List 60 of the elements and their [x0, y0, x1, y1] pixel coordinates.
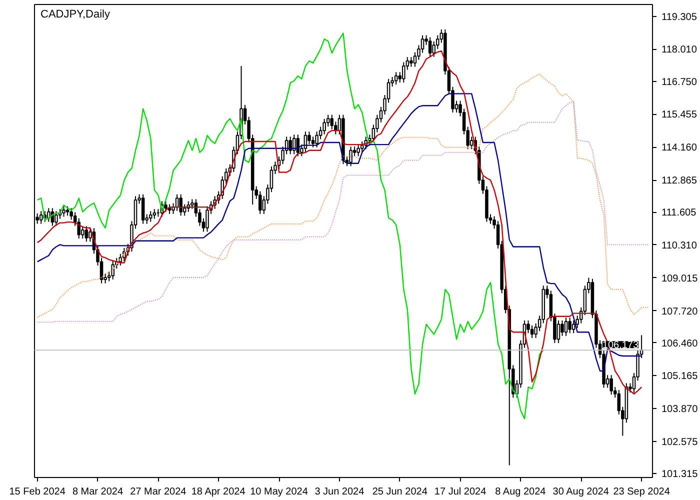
x-tick-label: 23 Sep 2024: [613, 486, 670, 498]
y-tick-label: 106.460: [662, 338, 698, 350]
candlestick: [84, 226, 88, 242]
candlestick: [54, 210, 58, 226]
candlestick: [141, 194, 145, 224]
candlestick: [420, 34, 424, 54]
y-tick-label: 101.315: [662, 469, 698, 480]
candlestick: [568, 317, 572, 334]
x-tick-label: 10 May 2024: [250, 486, 308, 498]
candlestick: [62, 206, 66, 218]
candlestick: [111, 260, 114, 280]
chart-title: CADJPY,Daily: [40, 8, 110, 20]
y-tick-label: 110.310: [662, 240, 698, 252]
x-tick-label: 25 Jun 2024: [372, 486, 428, 498]
candlestick: [564, 317, 568, 336]
candlestick: [315, 131, 318, 148]
y-tick-label: 102.575: [662, 437, 698, 448]
candlestick: [190, 198, 194, 210]
x-tick-label: 27 Mar 2024: [130, 486, 187, 498]
x-tick-label: 15 Feb 2024: [9, 486, 66, 498]
y-tick-label: 105.165: [662, 371, 698, 382]
x-tick-label: 17 Jul 2024: [434, 486, 487, 498]
y-tick-label: 116.750: [662, 76, 698, 88]
candlestick: [560, 320, 564, 336]
candlestick: [410, 56, 413, 68]
x-tick-label: 3 Jun 2024: [314, 486, 365, 498]
x-tick-label: 30 Aug 2024: [552, 486, 610, 498]
candlestick: [394, 72, 398, 86]
candlestick: [288, 136, 292, 155]
y-tick-label: 115.455: [662, 110, 698, 121]
candlestick: [356, 144, 360, 157]
candlestick: [308, 131, 311, 145]
x-tick-label: 8 Aug 2024: [495, 486, 546, 498]
line-series: [36, 32, 544, 420]
candlestick: [179, 194, 182, 216]
candlestick: [572, 320, 576, 334]
candlestick: [322, 118, 326, 135]
y-tick-label: 103.870: [662, 404, 698, 416]
candlestick: [292, 134, 296, 155]
x-tick-label: 18 Apr 2024: [191, 486, 246, 498]
candlestick: [311, 136, 315, 148]
candlestick: [556, 320, 560, 344]
candlestick: [610, 374, 613, 396]
candlestick: [152, 208, 156, 220]
y-tick-label: 119.305: [662, 12, 698, 23]
candlestick: [148, 210, 152, 222]
candlestick: [164, 200, 168, 212]
candlestick: [349, 146, 352, 167]
candlestick: [81, 226, 84, 240]
y-tick-label: 107.720: [662, 306, 698, 318]
x-tick-label: 8 Mar 2024: [72, 486, 124, 498]
candlestick: [39, 210, 43, 224]
candlestick: [66, 206, 70, 216]
y-tick-label: 118.010: [662, 44, 698, 56]
y-tick-label: 109.015: [662, 273, 698, 284]
candlestick: [360, 140, 364, 153]
y-tick-label: 112.865: [662, 176, 698, 186]
y-tick-label: 114.160: [662, 142, 698, 154]
candlestick: [428, 36, 432, 58]
y-tick-label: 111.605: [662, 208, 697, 219]
